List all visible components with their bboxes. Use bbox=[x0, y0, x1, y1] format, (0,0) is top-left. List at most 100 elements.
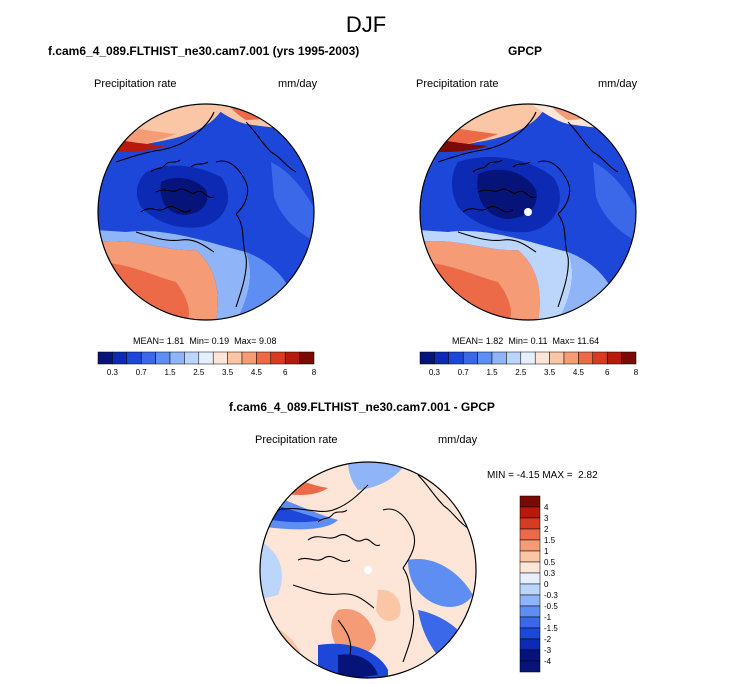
diff-colorbar-tick-label: 2 bbox=[544, 525, 549, 534]
obs-variable-label: Precipitation rate bbox=[416, 78, 499, 90]
obs-colorbar-swatch bbox=[549, 351, 565, 365]
model-colorbar-tick-label: 6 bbox=[283, 368, 288, 377]
diff-colorbar-swatch bbox=[519, 561, 541, 574]
obs-units-label: mm/day bbox=[598, 78, 638, 90]
obs-colorbar-swatch bbox=[606, 351, 622, 365]
model-mean-label: MEAN= bbox=[133, 336, 165, 346]
obs-colorbar-swatch bbox=[520, 351, 536, 365]
obs-colorbar-swatch bbox=[592, 351, 608, 365]
diff-colorbar-swatch bbox=[519, 616, 541, 629]
obs-colorbar-tick-label: 0.7 bbox=[458, 368, 470, 377]
model-colorbar-swatch bbox=[299, 351, 315, 365]
obs-colorbar-swatch bbox=[621, 351, 637, 365]
model-colorbar-swatch bbox=[284, 351, 300, 365]
obs-stats: MEAN= 1.82 Min= 0.11 Max= 11.64 bbox=[452, 336, 599, 346]
obs-colorbar-tick-label: 4.5 bbox=[573, 368, 585, 377]
model-colorbar-swatch bbox=[270, 351, 286, 365]
obs-colorbar-swatch bbox=[578, 351, 594, 365]
model-colorbar-tick-label: 8 bbox=[312, 368, 317, 377]
diff-colorbar-swatch bbox=[519, 539, 541, 552]
diff-colorbar-swatch bbox=[519, 550, 541, 563]
diff-colorbar-tick-label: 4 bbox=[544, 503, 549, 512]
obs-colorbar-tick-label: 0.3 bbox=[429, 368, 441, 377]
obs-colorbar-tick-label: 3.5 bbox=[544, 368, 556, 377]
diff-colorbar-tick-label: -0.5 bbox=[544, 602, 558, 611]
diff-colorbar-swatch bbox=[519, 572, 541, 585]
diff-polar-map bbox=[259, 461, 477, 679]
obs-colorbar-tick-label: 6 bbox=[605, 368, 610, 377]
diff-colorbar-tick-label: 0.5 bbox=[544, 558, 556, 567]
diff-colorbar-tick-label: 1 bbox=[544, 547, 549, 556]
model-colorbar-tick-label: 0.3 bbox=[107, 368, 119, 377]
obs-colorbar-tick-label: 1.5 bbox=[486, 368, 498, 377]
pole-dot bbox=[524, 208, 532, 216]
diff-colorbar-swatch bbox=[519, 649, 541, 662]
obs-min-value: 0.11 bbox=[530, 336, 548, 346]
model-colorbar-swatch bbox=[212, 351, 228, 365]
model-colorbar-swatch bbox=[97, 351, 113, 365]
obs-panel-title: GPCP bbox=[508, 44, 543, 58]
diff-colorbar-tick-label: 1.5 bbox=[544, 536, 556, 545]
model-colorbar-swatch bbox=[155, 351, 171, 365]
model-mean-value: 1.81 bbox=[166, 336, 185, 346]
diff-max-label: MAX = bbox=[542, 470, 573, 481]
model-colorbar-tick-label: 4.5 bbox=[251, 368, 263, 377]
diff-colorbar-swatch bbox=[519, 495, 541, 508]
model-colorbar-swatch bbox=[184, 351, 200, 365]
diff-min-value: -4.15 bbox=[516, 470, 540, 481]
diff-colorbar-swatch bbox=[519, 638, 541, 651]
diff-stats: MIN = -4.15 MAX = 2.82 bbox=[487, 470, 598, 481]
model-stats: MEAN= 1.81 Min= 0.19 Max= 9.08 bbox=[133, 336, 276, 346]
diff-colorbar-tick-label: 0 bbox=[544, 580, 549, 589]
obs-colorbar-tick-label: 8 bbox=[634, 368, 639, 377]
diff-colorbar-tick-label: -3 bbox=[544, 646, 552, 655]
obs-colorbar-swatch bbox=[491, 351, 507, 365]
model-variable-label: Precipitation rate bbox=[94, 78, 177, 90]
diff-colorbar-swatch bbox=[519, 660, 541, 673]
diff-colorbar-tick-label: -0.3 bbox=[544, 591, 558, 600]
model-colorbar-swatch bbox=[198, 351, 214, 365]
model-panel-title: f.cam6_4_089.FLTHIST_ne30.cam7.001 (yrs … bbox=[48, 44, 360, 58]
model-colorbar-tick-label: 2.5 bbox=[193, 368, 205, 377]
diff-min-label: MIN = bbox=[487, 470, 514, 481]
model-colorbar-tick-label: 3.5 bbox=[222, 368, 234, 377]
obs-mean-label: MEAN= bbox=[452, 336, 484, 346]
model-colorbar-swatch bbox=[112, 351, 128, 365]
obs-mean-value: 1.82 bbox=[485, 336, 504, 346]
model-units-label: mm/day bbox=[278, 78, 318, 90]
obs-colorbar-swatch bbox=[506, 351, 522, 365]
diff-colorbar-swatch bbox=[519, 506, 541, 519]
model-colorbar-swatch bbox=[140, 351, 156, 365]
model-colorbar: 0.3 0.7 1.5 2.5 3.5 4.5 6 8 bbox=[97, 351, 317, 377]
diff-colorbar-swatch bbox=[519, 517, 541, 530]
obs-colorbar-swatch bbox=[462, 351, 478, 365]
model-colorbar-swatch bbox=[169, 351, 185, 365]
obs-max-value: 11.64 bbox=[577, 336, 600, 346]
diff-pole-dot bbox=[364, 566, 372, 574]
diff-colorbar-tick-label: -4 bbox=[544, 657, 552, 666]
diff-units-label: mm/day bbox=[438, 434, 478, 446]
model-max-label: Max= bbox=[234, 336, 257, 346]
model-polar-map bbox=[97, 103, 315, 321]
obs-colorbar-tick-label: 2.5 bbox=[515, 368, 527, 377]
obs-polar-map bbox=[419, 103, 637, 321]
diff-colorbar-swatch bbox=[519, 594, 541, 607]
diff-variable-label: Precipitation rate bbox=[255, 434, 338, 446]
model-colorbar-swatch bbox=[227, 351, 243, 365]
model-min-value: 0.19 bbox=[211, 336, 230, 346]
diff-colorbar-tick-label: 0.3 bbox=[544, 569, 556, 578]
diff-colorbar-tick-label: -1 bbox=[544, 613, 552, 622]
diff-colorbar-swatch bbox=[519, 583, 541, 596]
model-colorbar-swatch bbox=[241, 351, 257, 365]
model-colorbar-swatch bbox=[126, 351, 142, 365]
model-colorbar-swatch bbox=[256, 351, 272, 365]
diff-colorbar-tick-label: 3 bbox=[544, 514, 549, 523]
figure-title: DJF bbox=[345, 12, 387, 37]
diff-colorbar-tick-label: -2 bbox=[544, 635, 552, 644]
diff-colorbar-swatch bbox=[519, 605, 541, 618]
obs-colorbar-swatch bbox=[534, 351, 550, 365]
diff-colorbar-swatch bbox=[519, 627, 541, 640]
obs-colorbar-swatch bbox=[477, 351, 493, 365]
obs-colorbar-swatch bbox=[448, 351, 464, 365]
obs-min-label: Min= bbox=[508, 336, 529, 346]
